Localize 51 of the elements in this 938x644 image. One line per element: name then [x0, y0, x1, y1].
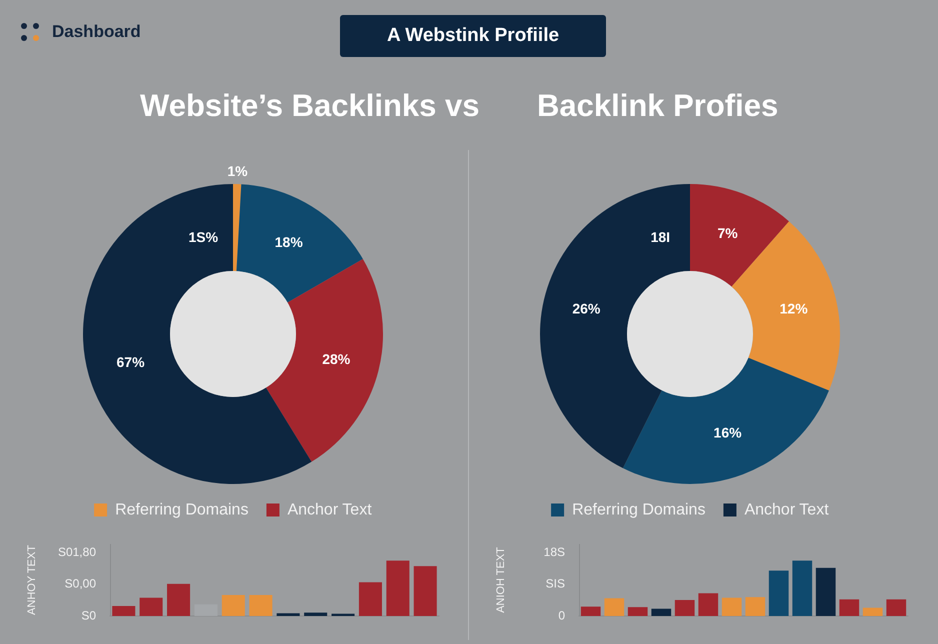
data-label: 67%	[116, 354, 146, 370]
bar	[580, 606, 601, 616]
data-label: 18%	[274, 234, 304, 250]
text: SIS	[546, 576, 565, 591]
text: 0	[558, 608, 566, 622]
bar	[249, 594, 272, 616]
bar	[792, 560, 812, 616]
bar	[304, 612, 328, 616]
bar	[651, 608, 672, 616]
bar	[674, 600, 695, 616]
bar	[276, 613, 300, 616]
bar	[816, 568, 836, 616]
y-axis-title: ANHOY TEXT	[26, 544, 38, 615]
bar	[768, 570, 789, 616]
bar	[167, 584, 190, 616]
data-label: 26%	[572, 300, 601, 316]
text: Dashboard	[52, 22, 141, 42]
bar	[698, 593, 718, 616]
bar	[745, 597, 766, 616]
text: S01,80	[58, 544, 96, 559]
data-label: 28%	[322, 351, 351, 368]
legend-label: Anchor Text	[744, 501, 830, 518]
chart-title: Backlink Profies	[537, 88, 778, 124]
text: A Webstink Profiile	[340, 15, 606, 57]
text: 1S%	[188, 228, 219, 245]
data-label: 16%	[714, 424, 742, 441]
data-label: 12%	[780, 300, 808, 316]
legend-label: Anchor Text	[287, 501, 372, 518]
data-label: 7%	[717, 225, 738, 242]
bar	[604, 598, 624, 616]
bar	[386, 560, 410, 616]
bar	[628, 607, 648, 616]
bar	[862, 608, 883, 616]
bar	[194, 604, 218, 616]
legend-label: Referring Domains	[572, 501, 706, 518]
text: S0,00	[64, 576, 96, 591]
text: S0	[81, 608, 96, 622]
bar	[722, 598, 742, 616]
bar	[222, 594, 245, 616]
y-axis-title: ANIOH TEXT	[495, 546, 508, 613]
bar	[358, 582, 382, 616]
legend-label: Referring Domains	[115, 501, 248, 518]
text: 18I	[650, 228, 670, 245]
bar	[886, 599, 906, 616]
bar	[414, 566, 437, 616]
bar	[140, 598, 163, 616]
bar	[839, 599, 860, 616]
bar	[112, 606, 136, 616]
text: 18S	[544, 544, 565, 559]
chart-title: Website’s Backlinks vs	[140, 88, 480, 124]
data-label: 1%	[227, 162, 248, 179]
